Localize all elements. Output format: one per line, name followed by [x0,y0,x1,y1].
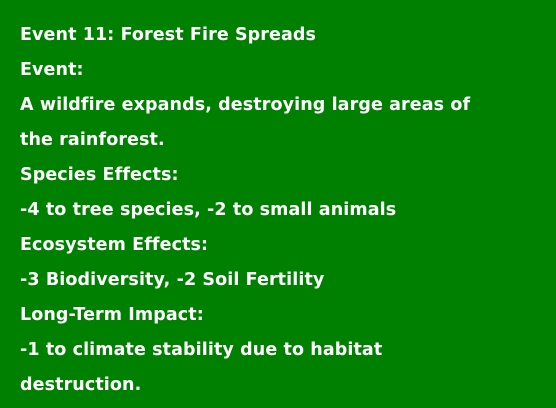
ecosystem-effects-text: -3 Biodiversity, -2 Soil Fertility [20,270,325,290]
event-label: Event: [20,60,84,80]
event-description-line-2: the rainforest. [20,130,165,150]
ecosystem-effects-label: Ecosystem Effects: [20,235,209,255]
event-description-line-1: A wildfire expands, destroying large are… [20,95,471,115]
long-term-impact-line-1: -1 to climate stability due to habitat [20,340,383,360]
long-term-impact-label: Long-Term Impact: [20,305,204,325]
event-title: Event 11: Forest Fire Spreads [20,25,317,45]
species-effects-text: -4 to tree species, -2 to small animals [20,200,397,220]
species-effects-label: Species Effects: [20,165,179,185]
long-term-impact-line-2: destruction. [20,375,142,395]
